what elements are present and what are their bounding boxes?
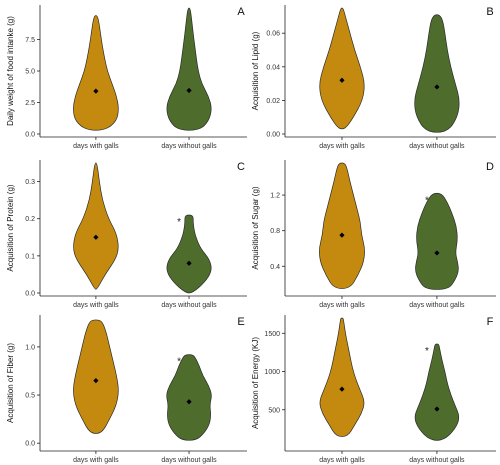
violin-without-galls [415,192,459,290]
significance-star: * [425,195,429,206]
mean-point [186,399,192,405]
x-tick-label: days without galls [161,302,217,309]
violin-with-galls [319,7,365,130]
panel-letter: A [237,6,245,18]
mean-point [186,260,192,266]
violin-without-galls [166,354,212,441]
panel-a: 0.0 2.5 5.0 7.5 Daily weight of food intanke… [6,5,247,150]
y-axis-label: Acquisition of Protein (g) [6,184,15,271]
panel-letter: E [237,316,244,328]
y-tick-label: 0.0 [25,132,35,139]
panel-letter: F [487,316,494,328]
violin-with-galls [73,319,119,434]
y-tick-label: 0.2 [25,216,35,223]
panel-letter: D [486,161,494,173]
mean-point [93,377,99,384]
y-axis-label: Acquisition of Lipid (g) [251,31,260,110]
x-tick-label: days with galls [73,143,119,150]
y-tick-label: 7.5 [25,37,35,44]
mean-point [186,87,192,94]
y-tick-label: 0.1 [25,253,35,260]
panel-letter: C [237,161,245,173]
y-tick-label: 0.00 [266,132,280,139]
y-tick-label: 0.3 [25,179,35,186]
y-tick-label: 500 [268,407,280,414]
y-tick-label: 0.0 [25,291,35,298]
mean-point [339,232,345,238]
mean-point [434,406,440,412]
x-tick-label: days without galls [409,143,465,150]
y-tick-label: 1500 [264,331,280,338]
y-tick-label: 0.5 [25,393,35,400]
x-tick-label: days with galls [319,143,365,150]
panel-f: 500 1000 1500 Acquisition of Energy (KJ) Fda… [251,315,496,464]
y-tick-label: 1.0 [25,344,35,351]
violin-without-galls [166,214,212,294]
y-axis-label: Daily weight of food intanke (g) [6,16,15,126]
y-tick-label: 0.4 [270,264,280,271]
x-tick-label: days without galls [161,143,217,150]
y-tick-label: 2.5 [25,100,35,107]
violin-without-galls [414,14,460,133]
significance-star: * [177,357,181,368]
panel-letter: B [486,6,493,18]
mean-point [434,84,440,90]
x-tick-label: days without galls [409,302,465,309]
significance-star: * [177,217,181,228]
violin-with-galls [319,162,365,289]
x-tick-label: days without galls [161,457,217,464]
panel-b: 0.00 0.02 0.04 0.06 Acquisition of Lipid (g)… [251,5,496,150]
y-tick-label: 0.04 [266,64,280,71]
mean-point [339,386,345,392]
y-axis-label: Acquisition of Energy (KJ) [251,337,260,429]
y-tick-label: 0.0 [25,441,35,448]
violin-with-galls [73,162,119,290]
violin-without-galls [414,343,460,441]
y-tick-label: 5.0 [25,69,35,76]
violin-with-galls [73,15,119,131]
x-tick-label: days with galls [73,302,119,309]
y-tick-label: 1.2 [270,193,280,200]
mean-point [93,88,99,94]
significance-star: * [425,346,429,357]
x-tick-label: days without galls [409,457,465,464]
y-tick-label: 0.8 [270,228,280,235]
y-axis-label: Acquisition of Sugar (g) [251,186,260,269]
mean-point [339,77,345,83]
x-tick-label: days with galls [319,302,365,309]
x-tick-label: days with galls [319,457,365,464]
y-tick-label: 0.02 [266,98,280,105]
mean-point [434,250,440,256]
violin-without-galls [166,7,212,131]
x-tick-label: days with galls [73,457,119,464]
y-tick-label: 0.06 [266,31,280,38]
mean-point [93,234,99,240]
y-tick-label: 1000 [264,369,280,376]
y-axis-label: Acquisition of Fiber (g) [6,343,15,423]
violin-with-galls [319,317,365,437]
panel-c: 0.0 0.1 0.2 0.3 Acquisition of Protein (g) Cd… [6,160,247,309]
